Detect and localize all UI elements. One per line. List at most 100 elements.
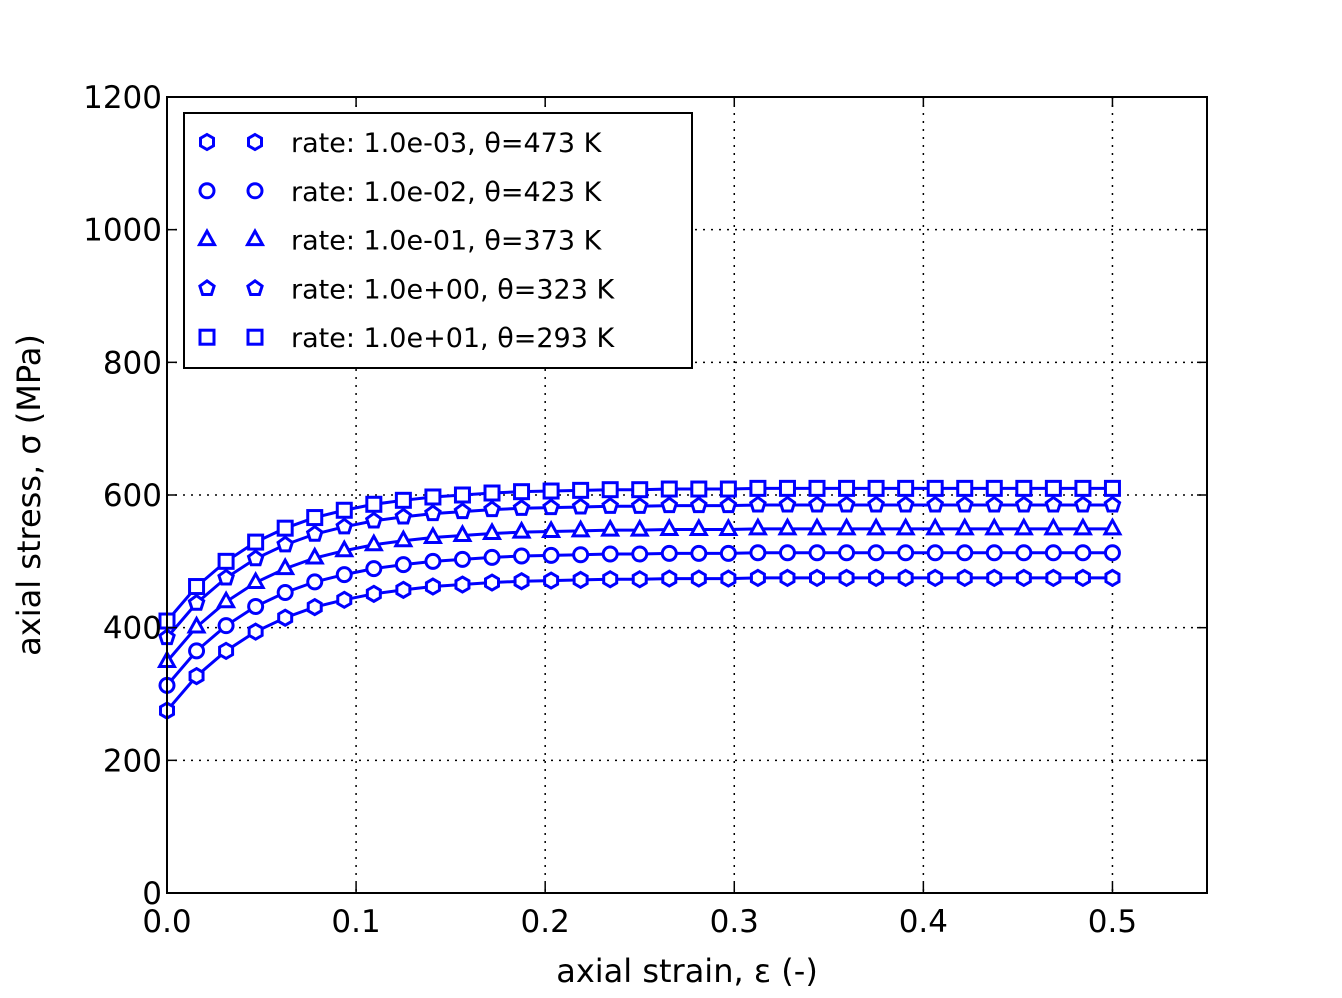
triangle-marker — [481, 521, 503, 540]
pentagon-marker — [601, 496, 620, 514]
series-hexagon — [159, 568, 1121, 720]
hexagon-marker — [838, 568, 855, 588]
circle-marker — [217, 617, 235, 635]
hexagon-marker — [1074, 568, 1091, 588]
pentagon-marker — [867, 495, 885, 513]
circle-marker — [749, 544, 767, 562]
hexagon-marker — [306, 597, 323, 617]
circle-marker — [1044, 544, 1062, 562]
circle-marker — [631, 545, 649, 563]
square-marker — [335, 501, 353, 519]
triangle-marker — [777, 517, 798, 536]
y-tick-label: 1200 — [83, 80, 162, 116]
legend-label: rate: 1.0e-01, θ=373 K — [291, 226, 603, 257]
triangle-marker — [275, 557, 296, 576]
circle-marker — [808, 544, 826, 562]
hexagon-marker — [720, 569, 737, 588]
square-marker — [513, 483, 531, 501]
triangle-marker — [1072, 517, 1093, 536]
triangle-marker — [954, 517, 975, 536]
pentagon-marker — [1103, 495, 1122, 513]
triangle-marker — [688, 517, 709, 536]
hexagon-marker — [602, 570, 619, 589]
square-marker — [985, 479, 1003, 497]
pentagon-marker — [1074, 495, 1092, 513]
triangle-marker — [1043, 517, 1064, 536]
legend-square-marker — [198, 328, 216, 346]
square-marker — [188, 578, 206, 596]
square-marker — [424, 488, 442, 506]
circle-marker — [660, 544, 678, 562]
legend-triangle-marker — [244, 228, 266, 247]
legend-pentagon-marker — [198, 279, 216, 296]
triangle-marker — [541, 519, 562, 538]
triangle-marker — [836, 517, 857, 536]
circle-marker — [276, 584, 294, 602]
triangle-marker — [659, 517, 680, 536]
hexagon-marker — [336, 590, 353, 610]
circle-marker — [897, 544, 915, 562]
circle-marker — [247, 597, 265, 615]
y-axis-label: axial stress, σ (MPa) — [10, 334, 48, 656]
pentagon-marker — [453, 502, 472, 520]
pentagon-marker — [483, 500, 501, 518]
pentagon-marker — [808, 495, 826, 513]
pentagon-marker — [896, 495, 915, 513]
pentagon-marker — [719, 496, 738, 514]
pentagon-marker — [926, 495, 945, 513]
legend: rate: 1.0e-03, θ=473 K rate: 1.0e-02, θ=4… — [183, 112, 693, 369]
circle-marker — [424, 552, 442, 570]
hexagon-marker — [1045, 568, 1062, 588]
legend-hexagon-marker — [199, 132, 215, 152]
pentagon-marker — [335, 517, 354, 535]
series-triangle — [156, 517, 1123, 668]
hexagon-marker — [631, 570, 648, 589]
pentagon-marker — [364, 511, 383, 529]
legend-label: rate: 1.0e-03, θ=473 K — [291, 128, 603, 159]
circle-marker — [985, 544, 1003, 562]
pentagon-marker — [689, 496, 708, 514]
triangle-marker — [718, 517, 739, 536]
square-marker — [631, 481, 649, 499]
legend-circle-marker — [246, 182, 264, 200]
x-tick-label: 0.3 — [710, 904, 759, 940]
y-tick-label: 200 — [103, 743, 162, 779]
triangle-marker — [452, 523, 473, 542]
hexagon-marker — [749, 568, 766, 588]
series-circle — [158, 544, 1121, 694]
circle-marker — [956, 544, 974, 562]
square-marker — [690, 480, 708, 498]
hexagon-marker — [661, 569, 678, 588]
circle-marker — [926, 544, 944, 562]
circle-marker — [365, 560, 383, 578]
square-marker — [897, 479, 915, 497]
legend-box — [183, 112, 693, 369]
triangle-marker — [245, 570, 266, 590]
pentagon-marker — [985, 495, 1004, 513]
y-tick-label: 400 — [103, 611, 162, 647]
legend-square-marker — [246, 328, 264, 346]
hexagon-marker — [188, 666, 205, 686]
circle-marker — [719, 544, 737, 562]
circle-marker — [572, 546, 590, 564]
legend-label: rate: 1.0e-02, θ=423 K — [291, 177, 603, 208]
circle-marker — [1015, 544, 1033, 562]
hexagon-marker — [868, 568, 885, 588]
pentagon-marker — [660, 496, 679, 514]
circle-marker — [690, 544, 708, 562]
pentagon-marker — [1014, 495, 1033, 513]
hexagon-marker — [513, 572, 530, 591]
legend-hexagon-marker — [247, 132, 263, 152]
triangle-marker — [422, 525, 443, 544]
pentagon-marker — [749, 495, 767, 513]
circle-marker — [778, 544, 796, 562]
legend-entry: rate: 1.0e+00, θ=323 K — [198, 274, 615, 305]
pentagon-marker — [187, 593, 206, 611]
square-marker — [719, 480, 737, 498]
series-pentagon — [158, 495, 1122, 646]
hexagon-marker — [809, 568, 825, 588]
y-tick-label: 800 — [103, 345, 162, 381]
circle-marker — [867, 544, 885, 562]
x-tick-label: 0.2 — [521, 904, 570, 940]
